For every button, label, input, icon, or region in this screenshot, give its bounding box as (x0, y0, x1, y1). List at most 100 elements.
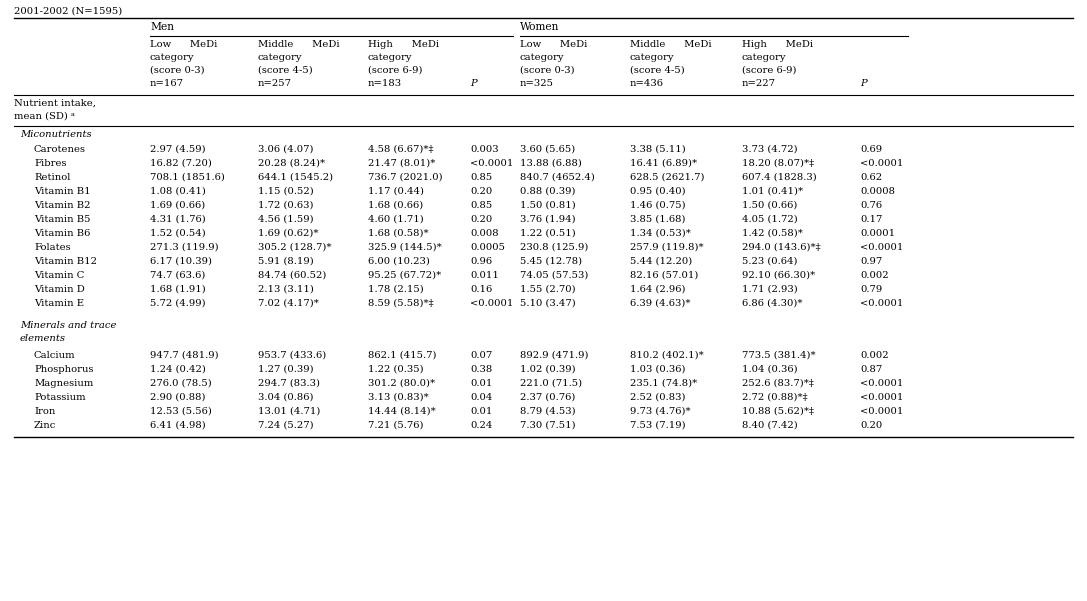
Text: 947.7 (481.9): 947.7 (481.9) (150, 351, 218, 360)
Text: Vitamin D: Vitamin D (34, 285, 85, 294)
Text: 0.85: 0.85 (470, 173, 492, 182)
Text: 2.13 (3.11): 2.13 (3.11) (258, 285, 314, 294)
Text: 0.003: 0.003 (470, 145, 499, 154)
Text: Vitamin B2: Vitamin B2 (34, 201, 90, 210)
Text: 1.68 (0.58)*: 1.68 (0.58)* (368, 229, 428, 238)
Text: 1.68 (0.66): 1.68 (0.66) (368, 201, 423, 210)
Text: 5.45 (12.78): 5.45 (12.78) (520, 257, 583, 266)
Text: Minerals and trace: Minerals and trace (20, 321, 116, 330)
Text: 0.97: 0.97 (860, 257, 883, 266)
Text: <0.0001: <0.0001 (860, 159, 903, 168)
Text: category: category (150, 53, 195, 62)
Text: 10.88 (5.62)*‡: 10.88 (5.62)*‡ (742, 407, 814, 416)
Text: 13.88 (6.88): 13.88 (6.88) (520, 159, 582, 168)
Text: 82.16 (57.01): 82.16 (57.01) (630, 271, 698, 280)
Text: Middle      MeDi: Middle MeDi (630, 40, 712, 49)
Text: P: P (470, 79, 477, 88)
Text: 271.3 (119.9): 271.3 (119.9) (150, 243, 218, 252)
Text: 607.4 (1828.3): 607.4 (1828.3) (742, 173, 816, 182)
Text: <0.0001: <0.0001 (860, 299, 903, 308)
Text: 1.69 (0.62)*: 1.69 (0.62)* (258, 229, 318, 238)
Text: Carotenes: Carotenes (34, 145, 86, 154)
Text: 294.7 (83.3): 294.7 (83.3) (258, 379, 320, 388)
Text: 6.41 (4.98): 6.41 (4.98) (150, 421, 205, 430)
Text: 0.62: 0.62 (860, 173, 883, 182)
Text: 1.69 (0.66): 1.69 (0.66) (150, 201, 205, 210)
Text: mean (SD) ᵃ: mean (SD) ᵃ (14, 112, 75, 121)
Text: 773.5 (381.4)*: 773.5 (381.4)* (742, 351, 815, 360)
Text: 325.9 (144.5)*: 325.9 (144.5)* (368, 243, 441, 252)
Text: 92.10 (66.30)*: 92.10 (66.30)* (742, 271, 815, 280)
Text: 2.37 (0.76): 2.37 (0.76) (520, 393, 575, 402)
Text: 3.85 (1.68): 3.85 (1.68) (630, 215, 686, 224)
Text: 1.15 (0.52): 1.15 (0.52) (258, 187, 314, 196)
Text: 7.53 (7.19): 7.53 (7.19) (630, 421, 686, 430)
Text: 5.23 (0.64): 5.23 (0.64) (742, 257, 798, 266)
Text: 1.42 (0.58)*: 1.42 (0.58)* (742, 229, 803, 238)
Text: Low      MeDi: Low MeDi (520, 40, 587, 49)
Text: Middle      MeDi: Middle MeDi (258, 40, 339, 49)
Text: 221.0 (71.5): 221.0 (71.5) (520, 379, 583, 388)
Text: 892.9 (471.9): 892.9 (471.9) (520, 351, 588, 360)
Text: 16.41 (6.89)*: 16.41 (6.89)* (630, 159, 697, 168)
Text: category: category (742, 53, 787, 62)
Text: 0.01: 0.01 (470, 379, 492, 388)
Text: n=167: n=167 (150, 79, 184, 88)
Text: 2.72 (0.88)*‡: 2.72 (0.88)*‡ (742, 393, 808, 402)
Text: 13.01 (4.71): 13.01 (4.71) (258, 407, 321, 416)
Text: n=436: n=436 (630, 79, 664, 88)
Text: 0.07: 0.07 (470, 351, 492, 360)
Text: 4.05 (1.72): 4.05 (1.72) (742, 215, 798, 224)
Text: category: category (630, 53, 675, 62)
Text: category: category (258, 53, 302, 62)
Text: 1.78 (2.15): 1.78 (2.15) (368, 285, 424, 294)
Text: 3.38 (5.11): 3.38 (5.11) (630, 145, 686, 154)
Text: Men: Men (150, 22, 174, 32)
Text: <0.0001: <0.0001 (860, 379, 903, 388)
Text: (score 0-3): (score 0-3) (150, 66, 204, 75)
Text: P: P (860, 79, 866, 88)
Text: 1.55 (2.70): 1.55 (2.70) (520, 285, 576, 294)
Text: 3.13 (0.83)*: 3.13 (0.83)* (368, 393, 428, 402)
Text: 1.71 (2.93): 1.71 (2.93) (742, 285, 798, 294)
Text: 8.59 (5.58)*‡: 8.59 (5.58)*‡ (368, 299, 434, 308)
Text: 12.53 (5.56): 12.53 (5.56) (150, 407, 212, 416)
Text: elements: elements (20, 334, 66, 343)
Text: 95.25 (67.72)*: 95.25 (67.72)* (368, 271, 441, 280)
Text: 6.00 (10.23): 6.00 (10.23) (368, 257, 429, 266)
Text: 736.7 (2021.0): 736.7 (2021.0) (368, 173, 442, 182)
Text: 1.17 (0.44): 1.17 (0.44) (368, 187, 424, 196)
Text: 0.17: 0.17 (860, 215, 883, 224)
Text: 0.38: 0.38 (470, 365, 492, 374)
Text: 0.69: 0.69 (860, 145, 883, 154)
Text: n=325: n=325 (520, 79, 554, 88)
Text: 0.20: 0.20 (470, 215, 492, 224)
Text: 305.2 (128.7)*: 305.2 (128.7)* (258, 243, 332, 252)
Text: 7.02 (4.17)*: 7.02 (4.17)* (258, 299, 318, 308)
Text: 1.03 (0.36): 1.03 (0.36) (630, 365, 686, 374)
Text: 0.04: 0.04 (470, 393, 492, 402)
Text: (score 6-9): (score 6-9) (742, 66, 797, 75)
Text: Vitamin C: Vitamin C (34, 271, 85, 280)
Text: Iron: Iron (34, 407, 55, 416)
Text: 3.76 (1.94): 3.76 (1.94) (520, 215, 576, 224)
Text: 0.002: 0.002 (860, 351, 889, 360)
Text: 0.002: 0.002 (860, 271, 889, 280)
Text: 4.60 (1.71): 4.60 (1.71) (368, 215, 424, 224)
Text: (score 0-3): (score 0-3) (520, 66, 575, 75)
Text: 0.0005: 0.0005 (470, 243, 505, 252)
Text: Low      MeDi: Low MeDi (150, 40, 217, 49)
Text: <0.0001: <0.0001 (860, 243, 903, 252)
Text: Potassium: Potassium (34, 393, 86, 402)
Text: Calcium: Calcium (34, 351, 76, 360)
Text: 3.06 (4.07): 3.06 (4.07) (258, 145, 313, 154)
Text: 6.86 (4.30)*: 6.86 (4.30)* (742, 299, 802, 308)
Text: 0.16: 0.16 (470, 285, 492, 294)
Text: Magnesium: Magnesium (34, 379, 93, 388)
Text: Retinol: Retinol (34, 173, 71, 182)
Text: 276.0 (78.5): 276.0 (78.5) (150, 379, 212, 388)
Text: 644.1 (1545.2): 644.1 (1545.2) (258, 173, 333, 182)
Text: 1.24 (0.42): 1.24 (0.42) (150, 365, 205, 374)
Text: 1.50 (0.66): 1.50 (0.66) (742, 201, 798, 210)
Text: Phosphorus: Phosphorus (34, 365, 93, 374)
